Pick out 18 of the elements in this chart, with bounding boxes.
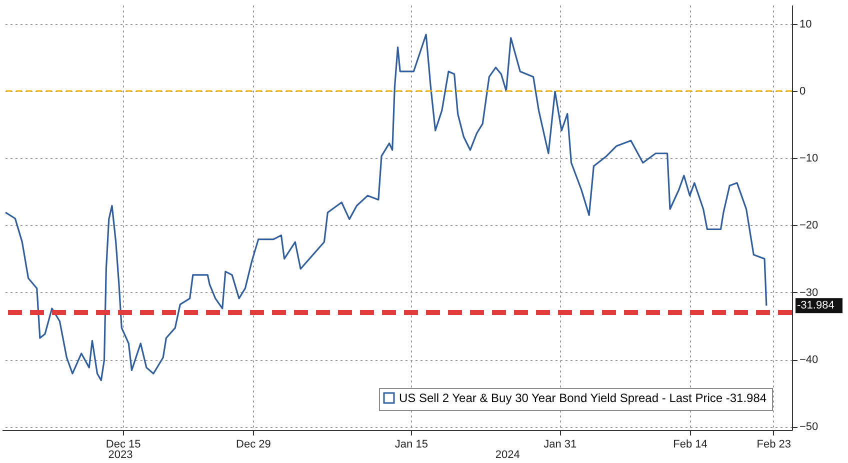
- y-tick-label: −40: [800, 354, 818, 366]
- y-tick-label: −50: [800, 421, 818, 434]
- annotation: -31.984: [797, 300, 834, 312]
- y-tick-label: −30: [800, 286, 818, 299]
- y-tick-label: −20: [800, 220, 818, 232]
- text: 2024: [495, 449, 520, 461]
- x-tick-label: Jan 31: [544, 438, 577, 450]
- x-tick-label: Jan 15: [394, 438, 428, 450]
- x-tick-label: Feb 23: [756, 438, 792, 450]
- x-tick-label: Dec 29: [236, 438, 271, 450]
- line-series: [4, 34, 768, 382]
- y-tick-label: 10: [800, 18, 812, 30]
- text: 2023: [108, 449, 133, 461]
- x-tick-label: Dec 15: [106, 438, 141, 450]
- y-tick-label: −10: [800, 152, 818, 165]
- y-tick-label: 0: [800, 85, 806, 98]
- legend-label: US Sell 2 Year & Buy 30 Year Bond Yield Spread - Last Price -31.984: [399, 391, 767, 405]
- x-tick-label: Feb 14: [673, 438, 708, 450]
